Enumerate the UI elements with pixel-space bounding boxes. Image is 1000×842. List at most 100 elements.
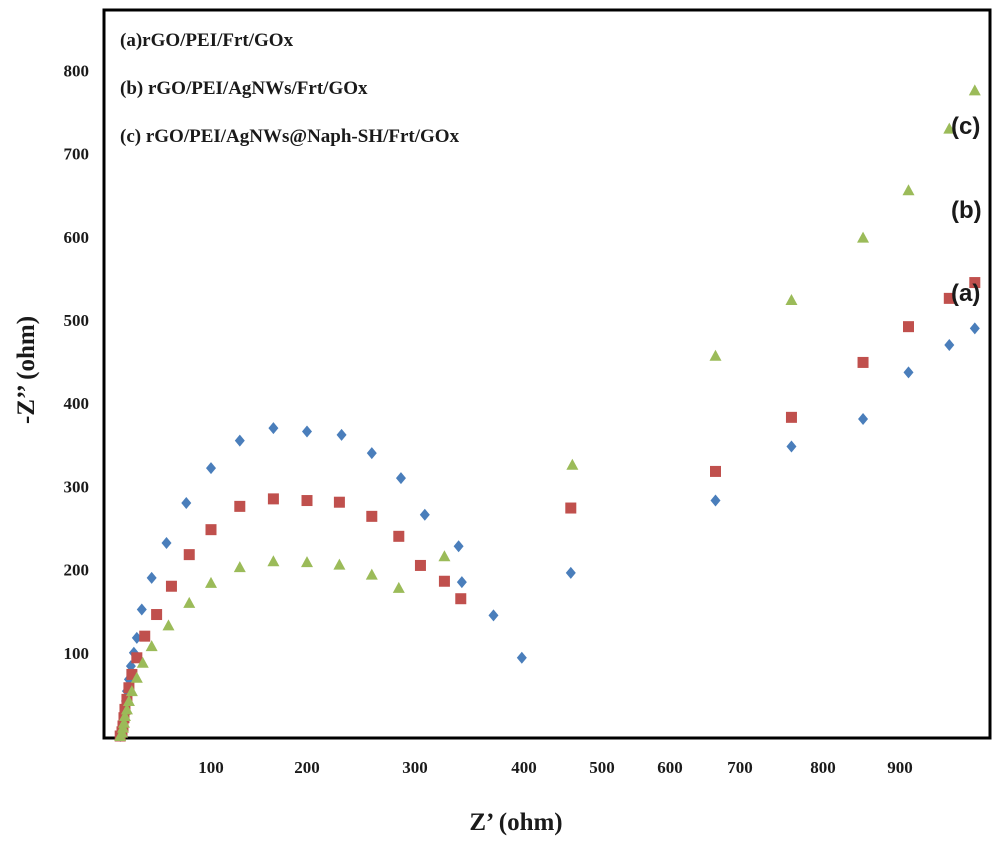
y-tick-label: 700 [64,145,90,164]
data-point-diamond [969,322,980,335]
y-tick-label: 300 [64,477,90,496]
data-point-diamond [268,422,279,435]
x-tick-label: 300 [402,758,428,777]
data-point-diamond [710,494,721,507]
data-point-triangle [785,294,798,306]
data-point-triangle [120,703,133,715]
legend-entry-c: (c) rGO/PEI/AgNWs@Naph-SH/Frt/GOx [120,126,460,147]
plot-frame [102,8,992,740]
data-point-diamond [366,447,377,460]
y-tick-label: 400 [64,394,90,413]
data-point-triangle [943,122,956,134]
data-point-diamond [456,576,467,589]
data-point-diamond [903,366,914,379]
data-point-diamond [302,425,312,438]
data-point-triangle [857,231,870,243]
data-point-square [366,510,378,522]
legend-entry-b: (b) rGO/PEI/AgNWs/Frt/GOx [120,78,368,99]
data-point-triangle [968,84,981,96]
data-points [114,84,981,742]
data-point-diamond [858,413,869,426]
x-axis-title: Z’ (ohm) [469,809,562,836]
x-tick-label: 700 [727,758,753,777]
data-point-square [165,580,177,592]
data-point-square [393,530,405,542]
data-point-square [333,496,345,508]
data-point-triangle [438,550,451,562]
data-point-diamond [395,472,406,485]
data-point-diamond [944,338,955,351]
x-tick-label: 400 [511,758,537,777]
data-point-triangle [125,685,138,697]
data-point-diamond [181,497,192,510]
data-point-diamond [206,462,216,475]
data-point-square [131,652,143,664]
y-tick-label: 100 [64,644,90,663]
data-point-square [183,549,195,561]
data-point-square [139,630,151,642]
data-point-square [126,668,138,680]
data-point-diamond [516,651,527,664]
data-point-triangle [162,619,175,631]
x-tick-label: 200 [294,758,320,777]
data-point-triangle [183,596,196,608]
data-point-diamond [234,434,245,447]
data-point-square [301,495,313,507]
y-axis-title: -Z’’ (ohm) [13,316,40,424]
data-point-triangle [301,556,313,568]
y-tick-label: 200 [64,561,90,580]
data-point-square [414,559,426,571]
data-point-triangle [902,184,915,196]
x-tick-label: 100 [198,758,224,777]
data-point-square [785,411,797,423]
data-point-square [565,502,577,514]
x-tick-label: 600 [657,758,683,777]
data-point-square [123,682,135,694]
series-label-b: (b) [951,197,982,224]
legend-entry-a: (a)rGO/PEI/Frt/GOx [120,30,294,51]
data-point-triangle [709,349,722,361]
data-point-triangle [118,710,131,722]
data-point-square [969,277,981,289]
data-point-diamond [161,536,172,549]
data-point-diamond [336,428,347,441]
data-point-square [438,575,450,587]
data-point-triangle [145,640,158,652]
data-point-square [710,465,721,477]
data-point-square [151,609,163,621]
x-tick-label: 500 [589,758,615,777]
data-point-triangle [117,716,130,728]
y-axis-ticks: 100 200 300 400 500 600 700 800 [64,61,90,662]
series-label-a: (a) [951,280,980,307]
data-point-diamond [146,571,157,584]
x-axis-ticks: 100 200 300 400 500 600 700 800 900 [198,758,913,777]
data-point-diamond [453,540,464,553]
data-point-square [943,292,955,304]
data-point-triangle [130,671,143,683]
data-point-square [267,493,279,505]
data-point-triangle [267,555,280,567]
data-point-square [205,524,217,536]
data-point-square [857,356,869,368]
y-tick-label: 600 [64,228,90,247]
data-point-diamond [565,566,576,579]
x-tick-label: 900 [887,758,913,777]
data-point-square [234,500,246,512]
data-point-triangle [205,576,217,588]
data-point-triangle [333,558,346,570]
y-tick-label: 500 [64,311,90,330]
data-point-triangle [136,656,149,668]
data-point-triangle [122,695,135,707]
series-label-c: (c) [951,113,980,140]
y-tick-label: 800 [64,61,90,80]
data-point-diamond [488,609,499,622]
data-point-diamond [419,508,430,521]
data-point-diamond [786,440,797,453]
data-point-triangle [566,458,579,470]
data-point-triangle [233,561,246,573]
x-tick-label: 800 [810,758,836,777]
data-point-square [455,593,467,605]
data-point-triangle [365,568,378,580]
data-point-diamond [136,603,147,616]
